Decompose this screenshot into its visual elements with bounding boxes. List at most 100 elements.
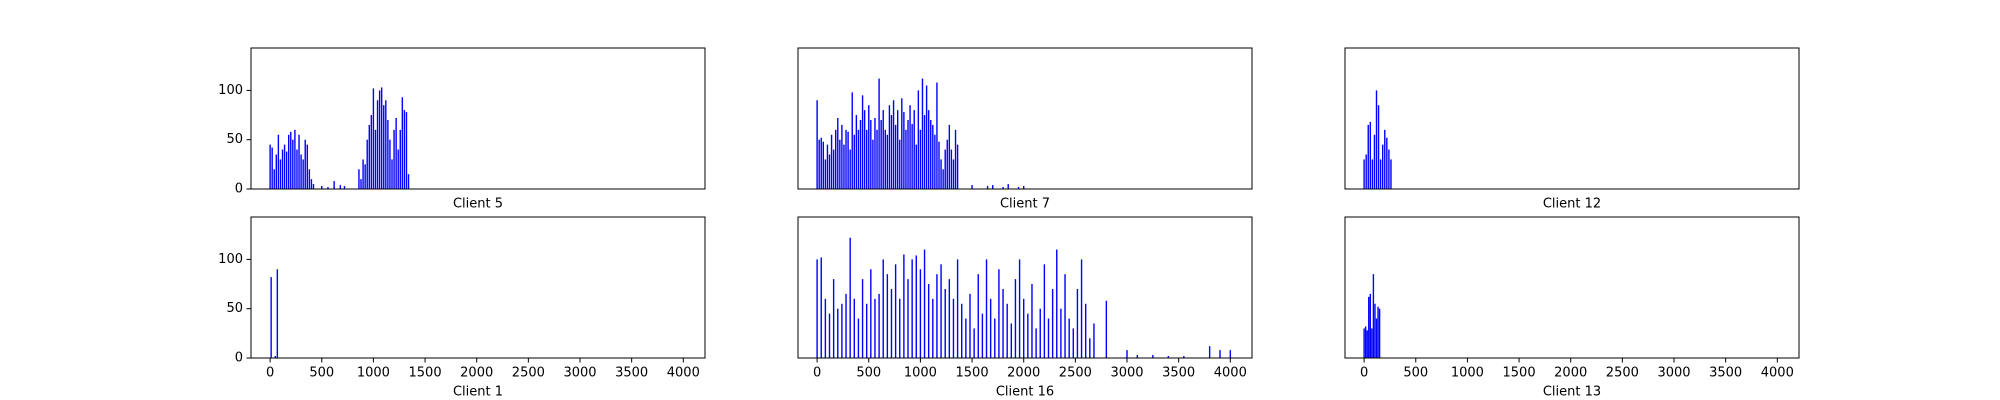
bar [1365, 154, 1367, 189]
bar [977, 274, 979, 358]
bar [1080, 259, 1083, 358]
x-tick-label: 3500 [1709, 366, 1742, 381]
bar [868, 105, 870, 189]
bar [1076, 288, 1079, 358]
bar [327, 187, 329, 189]
bar [1208, 346, 1211, 358]
bar [1382, 144, 1384, 189]
bar [832, 149, 835, 189]
bar [405, 112, 408, 189]
bar [1064, 274, 1066, 358]
x-axis-label: Client 13 [1543, 385, 1601, 400]
bar [841, 124, 843, 189]
bar [376, 100, 379, 189]
bar [1089, 338, 1091, 358]
x-tick-label: 2000 [460, 366, 493, 381]
bar [290, 131, 292, 189]
bar [853, 298, 855, 358]
bar [281, 149, 284, 189]
bar [374, 129, 377, 189]
bar [870, 119, 872, 189]
bar [387, 119, 389, 189]
bar [283, 144, 286, 189]
bar [277, 134, 280, 189]
bar [380, 87, 383, 189]
x-tick-label: 0 [1360, 366, 1368, 381]
bar [936, 82, 938, 189]
x-axis-label: Client 16 [996, 385, 1054, 400]
bar [923, 249, 926, 358]
bar [830, 134, 833, 189]
bar [911, 259, 913, 358]
bar [849, 237, 851, 358]
axes-frame [250, 216, 706, 359]
bar [851, 92, 853, 189]
bar [901, 98, 903, 189]
x-tick-label: 2500 [512, 366, 545, 381]
bar [954, 129, 957, 189]
y-tick-label: 100 [218, 252, 243, 267]
bar [1367, 124, 1369, 189]
bar [1378, 308, 1381, 358]
bar [956, 259, 959, 358]
bar [1018, 259, 1021, 358]
bar [1060, 308, 1062, 358]
bar [370, 115, 373, 189]
x-tick-label: 500 [856, 366, 881, 381]
bar [872, 139, 874, 189]
bar [296, 149, 298, 189]
bar [859, 119, 862, 189]
bar [1368, 296, 1370, 358]
bar [1375, 90, 1378, 189]
bar [343, 186, 346, 189]
x-axis-label: Client 1 [453, 385, 503, 400]
bar [1031, 284, 1033, 358]
bar [905, 129, 907, 189]
bar [385, 100, 387, 189]
bar [961, 303, 963, 358]
bar [1388, 149, 1390, 189]
bar [1035, 328, 1037, 358]
x-tick-label: 3000 [1110, 366, 1143, 381]
bar [1364, 326, 1367, 358]
x-tick-label: 4000 [1214, 366, 1247, 381]
bar [847, 131, 849, 189]
bar [269, 144, 271, 189]
bar [861, 279, 864, 358]
bar [886, 134, 889, 189]
bar [944, 149, 946, 189]
bar [816, 259, 818, 358]
bar [857, 318, 860, 358]
bar [882, 110, 884, 189]
bar [399, 129, 401, 189]
bar [835, 129, 837, 189]
bar [1377, 306, 1379, 358]
bar [820, 137, 822, 189]
bar [841, 303, 843, 358]
bar [986, 186, 989, 189]
bar [917, 90, 920, 189]
bar [890, 288, 893, 358]
bar [824, 159, 827, 189]
bar [306, 144, 308, 189]
bar [855, 115, 858, 189]
bar [1219, 350, 1221, 358]
x-tick-label: 2000 [1007, 366, 1040, 381]
bar [321, 186, 323, 189]
bar [292, 139, 294, 189]
bar [925, 85, 928, 189]
bar [934, 134, 936, 189]
bar [894, 124, 897, 189]
bar [907, 279, 909, 358]
bar [832, 279, 835, 358]
bar [270, 277, 272, 358]
bar [1363, 159, 1365, 189]
bar [304, 139, 306, 189]
bar [861, 95, 864, 189]
bar [839, 139, 841, 189]
bar [279, 159, 282, 189]
x-tick-label: 2500 [1606, 366, 1639, 381]
bar [896, 110, 899, 189]
bar [285, 151, 288, 189]
x-tick-label: 0 [813, 366, 821, 381]
